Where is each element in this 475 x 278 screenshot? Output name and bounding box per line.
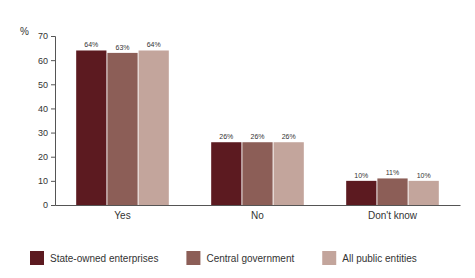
y-axis-line xyxy=(51,37,56,206)
bars xyxy=(76,50,439,205)
y-tick: 40 xyxy=(38,104,55,114)
data-label: 10% xyxy=(417,172,431,179)
legend-label: Central government xyxy=(206,253,294,264)
data-label: 64% xyxy=(147,41,161,48)
legend-swatch xyxy=(322,251,336,265)
x-tick-label: Yes xyxy=(114,210,130,221)
y-tick-mark xyxy=(51,60,55,61)
y-tick-mark xyxy=(51,181,55,182)
data-label: 64% xyxy=(84,41,98,48)
data-label: 63% xyxy=(115,44,129,51)
y-tick: 0 xyxy=(43,200,55,210)
y-tick-label: 20 xyxy=(38,152,48,162)
y-tick-mark xyxy=(51,157,55,158)
x-tick-label: Don't know xyxy=(368,210,418,221)
data-label: 10% xyxy=(354,172,368,179)
data-label: 26% xyxy=(250,133,264,140)
chart: 64% 26% 10% 63% 26% 11% 64% 26% 10% 0 10 20 30 40 50 60… xyxy=(0,0,475,278)
y-tick-label: 50 xyxy=(38,80,48,90)
y-tick-label: 10 xyxy=(38,176,48,186)
y-tick-mark xyxy=(51,205,55,206)
legend: State-owned enterprises Central governmen… xyxy=(30,251,417,265)
bar xyxy=(76,50,106,205)
y-axis: 0 10 20 30 40 50 60 70 xyxy=(38,31,56,210)
legend-swatch xyxy=(30,251,44,265)
x-tick: Don't know xyxy=(368,205,418,221)
y-tick: 10 xyxy=(38,176,55,186)
plot: 64% 26% 10% 63% 26% 11% 64% 26% 10% 0 10 20 30 40 50 60… xyxy=(38,31,461,221)
legend-item: State-owned enterprises xyxy=(30,251,158,265)
y-tick-label: 0 xyxy=(43,200,48,210)
legend-label: All public entities xyxy=(342,253,416,264)
x-axis: Yes No Don't know xyxy=(56,205,461,221)
bar xyxy=(211,142,241,205)
x-tick-label: No xyxy=(251,210,264,221)
y-tick-mark xyxy=(51,108,55,109)
x-tick: Yes xyxy=(114,205,130,221)
data-labels: 64% 26% 10% 63% 26% 11% 64% 26% 10% xyxy=(84,41,430,178)
bar xyxy=(377,178,407,205)
y-tick-label: 70 xyxy=(38,31,48,41)
y-tick-mark xyxy=(51,36,55,37)
y-axis-title: % xyxy=(20,26,29,37)
y-tick-mark xyxy=(51,84,55,85)
x-tick: No xyxy=(251,205,264,221)
y-tick: 30 xyxy=(38,128,55,138)
bar xyxy=(139,50,169,205)
y-tick: 20 xyxy=(38,152,55,162)
data-label: 26% xyxy=(219,133,233,140)
y-tick: 50 xyxy=(38,80,55,90)
y-tick: 70 xyxy=(38,31,55,41)
x-axis-line xyxy=(56,205,461,206)
bar xyxy=(346,181,376,205)
y-tick-label: 40 xyxy=(38,104,48,114)
y-tick: 60 xyxy=(38,56,55,66)
legend-item: All public entities xyxy=(322,251,416,265)
bar xyxy=(274,142,304,205)
y-tick-label: 30 xyxy=(38,128,48,138)
bar xyxy=(242,142,272,205)
y-tick-mark xyxy=(51,133,55,134)
y-tick-label: 60 xyxy=(38,56,48,66)
legend-item: Central government xyxy=(186,251,294,265)
legend-swatch xyxy=(186,251,200,265)
bar xyxy=(409,181,439,205)
legend-label: State-owned enterprises xyxy=(50,253,158,264)
data-label: 11% xyxy=(386,169,400,176)
data-label: 26% xyxy=(282,133,296,140)
bar xyxy=(107,53,137,205)
